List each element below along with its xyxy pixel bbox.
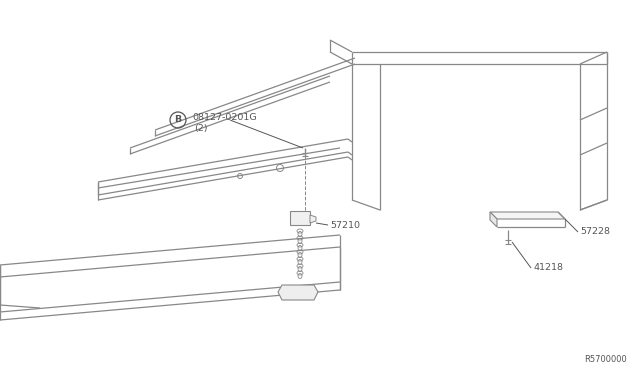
Polygon shape <box>310 215 316 223</box>
Text: 57210: 57210 <box>330 221 360 230</box>
Polygon shape <box>278 285 318 300</box>
Text: 08127-0201G: 08127-0201G <box>192 113 257 122</box>
Polygon shape <box>490 212 497 227</box>
Text: (2): (2) <box>194 125 207 134</box>
Text: 41218: 41218 <box>533 263 563 273</box>
Text: R5700000: R5700000 <box>584 355 627 364</box>
Polygon shape <box>290 211 310 225</box>
Ellipse shape <box>295 289 305 295</box>
Polygon shape <box>490 212 565 219</box>
Text: 57228: 57228 <box>580 228 610 237</box>
Text: B: B <box>175 115 182 125</box>
